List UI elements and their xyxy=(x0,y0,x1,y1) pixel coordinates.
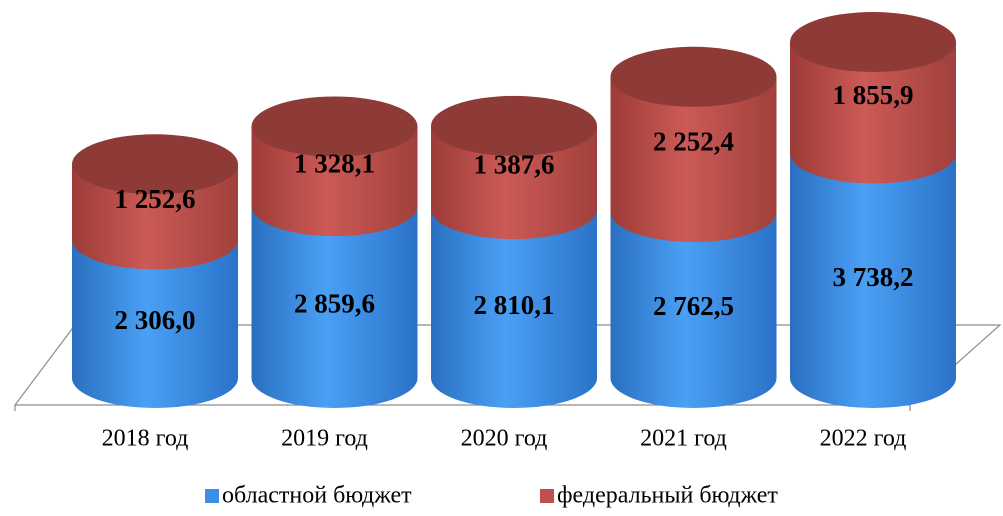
x-tick-label: 2020 год xyxy=(461,426,548,452)
x-tick-label: 2019 год xyxy=(281,426,368,452)
data-label: 2 306,0 xyxy=(115,305,196,335)
cylinder-top xyxy=(431,95,597,156)
data-label: 1 328,1 xyxy=(294,149,375,179)
cylinder-segment xyxy=(610,212,777,408)
cylinder-segment xyxy=(431,209,597,408)
data-label: 2 762,5 xyxy=(653,291,734,321)
data-label: 1 252,6 xyxy=(115,184,196,214)
cylinder-top xyxy=(251,96,418,157)
x-tick-label: 2018 год xyxy=(102,426,189,452)
cylinder-segment xyxy=(431,125,597,240)
data-label: 1 387,6 xyxy=(474,150,555,180)
data-label: 2 810,1 xyxy=(474,290,555,320)
cylinder-segment xyxy=(251,126,418,237)
legend-swatch xyxy=(540,489,554,503)
data-label: 2 859,6 xyxy=(294,288,375,318)
cylinder-segment xyxy=(72,239,238,408)
legend-swatch xyxy=(205,489,219,503)
x-axis-ticks xyxy=(14,405,911,411)
x-tick-label: 2022 год xyxy=(820,426,907,452)
cylinder-top xyxy=(610,46,777,107)
data-label: 3 738,2 xyxy=(833,262,914,292)
cylinder-segment xyxy=(251,206,418,408)
cylinder-top xyxy=(790,12,956,72)
cylinder-segment xyxy=(790,42,956,184)
cylinder-segment xyxy=(610,76,777,243)
plot: 2018 год 2 306,0 1 252,6 2019 год 2 859,6 1 3… xyxy=(72,12,956,452)
data-label: 1 855,9 xyxy=(833,80,914,110)
cylinder-top xyxy=(72,134,238,195)
cylinder-segment xyxy=(790,153,956,408)
data-label: 2 252,4 xyxy=(653,127,734,157)
cylinder-segment xyxy=(72,164,238,270)
legend-label: областной бюджет xyxy=(222,483,412,509)
legend-label: федеральный бюджет xyxy=(557,483,778,509)
legend: областной бюджет федеральный бюджет xyxy=(205,483,778,509)
x-tick-label: 2021 год xyxy=(640,426,727,452)
